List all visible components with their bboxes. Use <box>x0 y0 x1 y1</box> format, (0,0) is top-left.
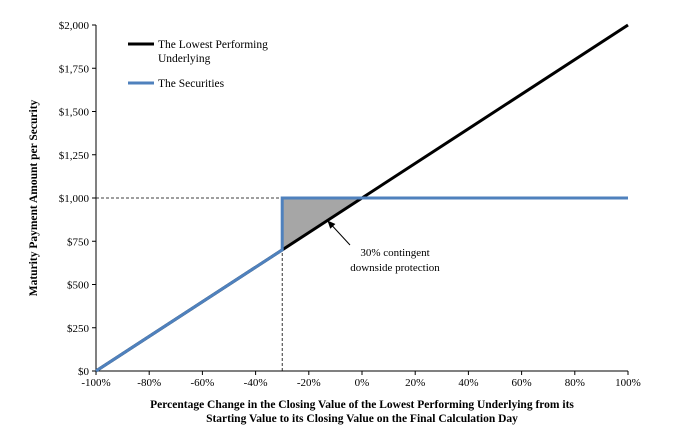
series-line-securities <box>95 196 628 373</box>
series-layer <box>95 23 629 373</box>
y-tick-label: $1,250 <box>59 150 90 162</box>
x-axis-title-line2: Starting Value to its Closing Value on t… <box>206 413 518 425</box>
y-axis-title: Maturity Payment Amount per Security <box>28 99 40 296</box>
y-tick-label: $250 <box>67 323 90 335</box>
y-tick-label: $1,750 <box>59 63 90 75</box>
x-tick-label: 80% <box>565 377 585 389</box>
x-tick-label: 20% <box>405 377 425 389</box>
annotation-line2: downside protection <box>350 262 440 274</box>
y-ticks: $0 $250 $500 $750 $1,000 $1,250 $1,500 $1,750 $2… <box>59 20 96 378</box>
annotation-line1: 30% contingent <box>360 247 429 259</box>
annotation: 30% contingent downside protection <box>327 220 440 274</box>
x-tick-label: 0% <box>355 377 370 389</box>
x-tick-label: -80% <box>137 377 161 389</box>
x-tick-label: -60% <box>190 377 214 389</box>
y-tick-label: $0 <box>78 366 90 378</box>
x-ticks: -100% -80% -60% -40% -20% 0% 20% 40% 60% 80% 100% <box>81 371 641 389</box>
annotation-arrowhead <box>327 220 336 229</box>
y-tick-label: $2,000 <box>59 20 90 32</box>
x-tick-label: 60% <box>512 377 532 389</box>
y-tick-label: $750 <box>67 236 90 248</box>
x-tick-label: -20% <box>297 377 321 389</box>
x-tick-label: 40% <box>458 377 478 389</box>
reference-lines-layer <box>96 197 283 371</box>
y-tick-label: $1,000 <box>59 193 90 205</box>
y-tick-label: $500 <box>67 280 90 292</box>
legend: The Lowest Performing Underlying The Sec… <box>128 39 268 90</box>
x-tick-label: -100% <box>81 377 110 389</box>
y-tick-label: $1,500 <box>59 107 90 119</box>
legend-label-underlying-line2: Underlying <box>158 53 211 65</box>
x-axis-title-line1: Percentage Change in the Closing Value o… <box>150 399 574 411</box>
x-tick-label: -40% <box>244 377 268 389</box>
legend-label-underlying-line1: The Lowest Performing <box>158 39 268 51</box>
x-tick-label: 100% <box>615 377 641 389</box>
legend-label-securities: The Securities <box>158 78 225 90</box>
